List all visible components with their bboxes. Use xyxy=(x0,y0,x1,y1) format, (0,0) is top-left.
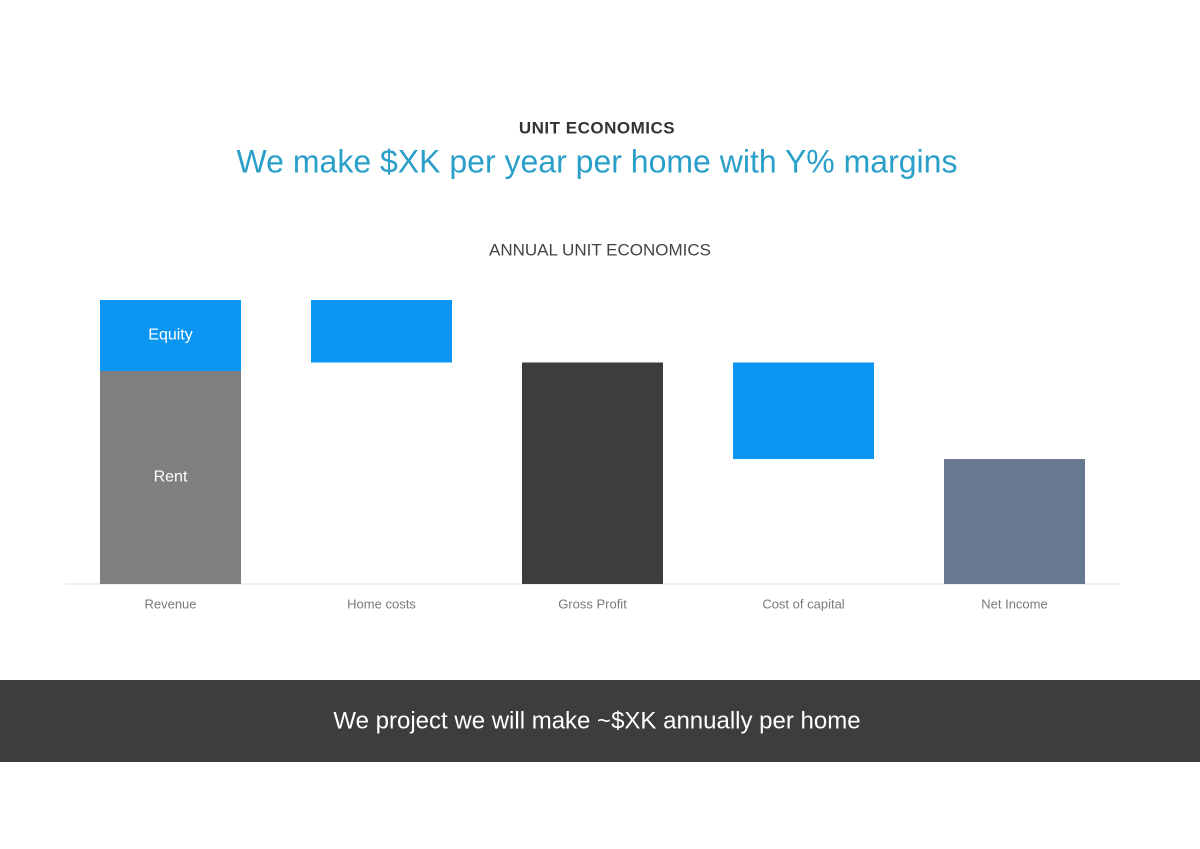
x-tick-label: Gross Profit xyxy=(558,596,627,611)
x-tick-label: Revenue xyxy=(144,596,196,611)
x-tick-label: Cost of capital xyxy=(762,596,844,611)
segment-label: Equity xyxy=(148,327,192,344)
footer-text: We project we will make ~$XK annually pe… xyxy=(333,707,860,734)
bar-segment xyxy=(100,300,241,371)
x-tick-label: Home costs xyxy=(347,596,416,611)
bar xyxy=(522,362,663,584)
headline: We make $XK per year per home with Y% ma… xyxy=(237,143,958,179)
bar xyxy=(944,459,1085,584)
bar xyxy=(311,300,452,363)
bar xyxy=(733,362,874,460)
plot: Revenue Rent Equity Home costs Gross Profit C… xyxy=(100,300,1085,611)
x-tick-label: Net Income xyxy=(981,596,1047,611)
bar-segment xyxy=(100,371,241,584)
chart-title: ANNUAL UNIT ECONOMICS xyxy=(489,240,711,259)
footer-band xyxy=(0,680,1200,762)
kicker: UNIT ECONOMICS xyxy=(519,118,675,137)
segment-label: Rent xyxy=(154,469,188,486)
